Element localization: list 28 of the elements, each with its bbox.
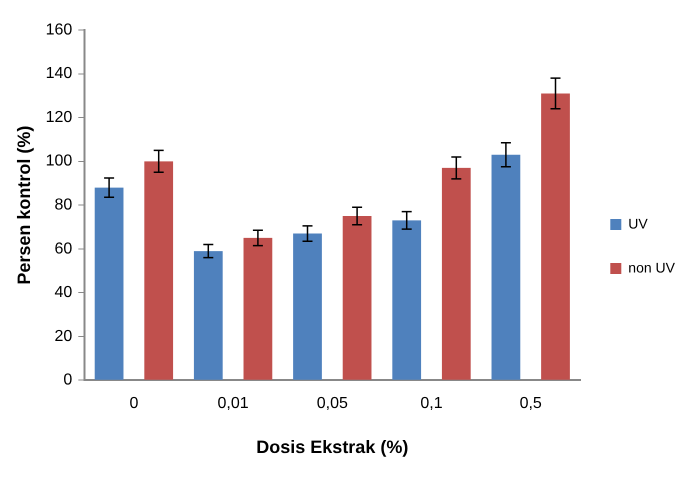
y-tick-label: 80 — [54, 196, 72, 214]
bar — [392, 220, 422, 380]
y-tick-label: 120 — [46, 108, 72, 126]
x-tick-label: 0,5 — [520, 395, 542, 412]
legend-label: non UV — [628, 259, 676, 276]
x-tick-label: 0,01 — [218, 395, 249, 412]
bar — [342, 216, 372, 380]
x-tick-label: 0,05 — [316, 395, 348, 412]
bar — [144, 161, 174, 380]
legend-label: UV — [628, 215, 648, 232]
x-tick-label: 0 — [129, 395, 138, 412]
bar — [194, 251, 223, 380]
x-tick-label: 0,1 — [420, 395, 443, 412]
y-tick-label: 20 — [54, 328, 72, 345]
y-tick-label: 60 — [54, 240, 72, 258]
x-axis-title: Dosis Ekstrak (%) — [256, 437, 408, 458]
y-tick-label: 140 — [46, 65, 72, 82]
y-tick-label: 40 — [54, 284, 72, 302]
y-tick-label: 100 — [46, 152, 72, 170]
bar — [492, 154, 520, 380]
bar — [541, 93, 570, 380]
y-tick-label: 0 — [63, 372, 72, 389]
y-tick-label: 160 — [46, 21, 72, 38]
bar — [442, 168, 471, 380]
bar — [244, 238, 272, 380]
bar — [94, 188, 124, 380]
y-axis-title: Persen kontrol (%) — [14, 126, 34, 285]
bar — [293, 234, 322, 380]
